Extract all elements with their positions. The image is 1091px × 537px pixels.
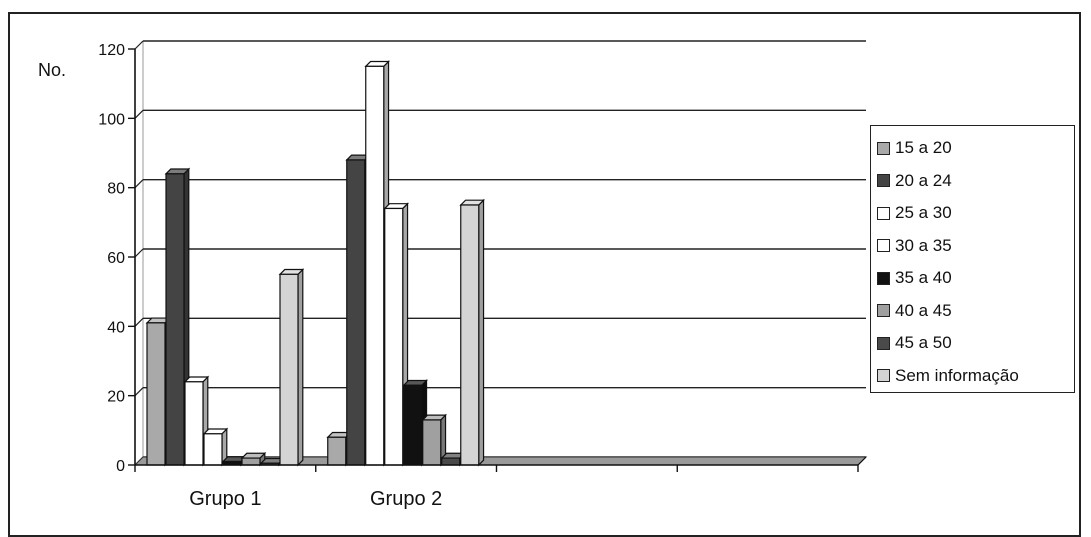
bar-top <box>364 60 390 67</box>
bar-front <box>327 436 347 466</box>
bar-grupo-2-sem-informação <box>459 198 485 467</box>
bar-front <box>146 322 166 466</box>
legend-item: 25 a 30 <box>877 197 1074 230</box>
bar-top <box>278 268 305 275</box>
gridline-diagonal <box>134 248 144 258</box>
bars <box>145 60 485 467</box>
x-category-label: Grupo 2 <box>370 488 442 510</box>
y-tick-label: 100 <box>98 111 125 128</box>
y-tick-label: 0 <box>116 458 125 475</box>
legend-item: 20 a 24 <box>877 165 1074 198</box>
legend-swatch <box>877 141 890 155</box>
bar-front <box>384 207 404 466</box>
bar-front <box>241 457 261 466</box>
legend-label: 20 a 24 <box>895 170 952 190</box>
gridline-diagonal <box>134 317 144 327</box>
gridline-diagonal <box>134 40 144 50</box>
legend-label: 25 a 30 <box>895 203 952 223</box>
bar-side <box>297 268 304 467</box>
bar-top <box>421 414 447 421</box>
legend-swatch <box>877 304 890 318</box>
y-tick-label: 20 <box>107 389 125 406</box>
legend-swatch <box>877 336 890 350</box>
legend-item: 35 a 40 <box>877 262 1074 295</box>
bar-front <box>403 384 423 466</box>
floor-edge <box>857 456 867 466</box>
gridline-diagonal <box>134 387 144 397</box>
bar-front <box>346 159 366 466</box>
bar-front <box>460 204 480 466</box>
legend-item: 40 a 45 <box>877 295 1074 328</box>
axes: 0 20 40 60 80 100 120 Grupo 1 Grupo 2 <box>98 42 867 510</box>
legend-swatch <box>877 369 890 383</box>
bar-top <box>202 428 229 435</box>
legend-label: 40 a 45 <box>895 300 952 320</box>
bar-front <box>279 273 299 466</box>
bar-side <box>478 198 485 467</box>
bar-grupo-1-30-a-35 <box>202 427 229 467</box>
x-category-label: Grupo 1 <box>189 488 261 510</box>
bar-top <box>459 199 485 206</box>
bar-front <box>203 433 223 466</box>
bar-front <box>441 457 461 466</box>
y-tick-label: 120 <box>98 42 125 59</box>
gridline-diagonal <box>134 179 144 189</box>
legend-label: 45 a 50 <box>895 333 952 353</box>
legend-item: 15 a 20 <box>877 132 1074 165</box>
legend-swatch <box>877 271 890 285</box>
legend-label: 30 a 35 <box>895 235 952 255</box>
y-tick-label: 40 <box>107 319 125 336</box>
legend-swatch <box>877 206 890 220</box>
bar-front <box>422 419 442 466</box>
gridline-diagonal <box>134 109 144 119</box>
legend-label: Sem informação <box>895 365 1019 385</box>
bar-grupo-1-sem-informação <box>278 268 305 467</box>
bar-front <box>184 381 204 466</box>
gridlines <box>133 40 868 466</box>
bar-top <box>164 168 191 175</box>
y-tick-label: 60 <box>107 250 125 267</box>
legend-label: 15 a 20 <box>895 138 952 158</box>
legend-item: 45 a 50 <box>877 327 1074 360</box>
legend: 15 a 20 20 a 24 25 a 30 30 a 35 35 a 40 40 a … <box>870 125 1075 393</box>
legend-swatch <box>877 239 890 253</box>
bar-top <box>240 452 267 459</box>
bar-top <box>402 379 428 386</box>
bar-front <box>365 65 385 466</box>
legend-item: Sem informação <box>877 360 1074 393</box>
legend-label: 35 a 40 <box>895 268 952 288</box>
bar-front <box>165 173 185 466</box>
y-tick-label: 80 <box>107 181 125 198</box>
legend-swatch <box>877 174 890 188</box>
legend-item: 30 a 35 <box>877 230 1074 263</box>
bar-top <box>183 376 210 383</box>
bar-top <box>383 203 409 210</box>
y-axis-label: No. <box>38 60 66 80</box>
